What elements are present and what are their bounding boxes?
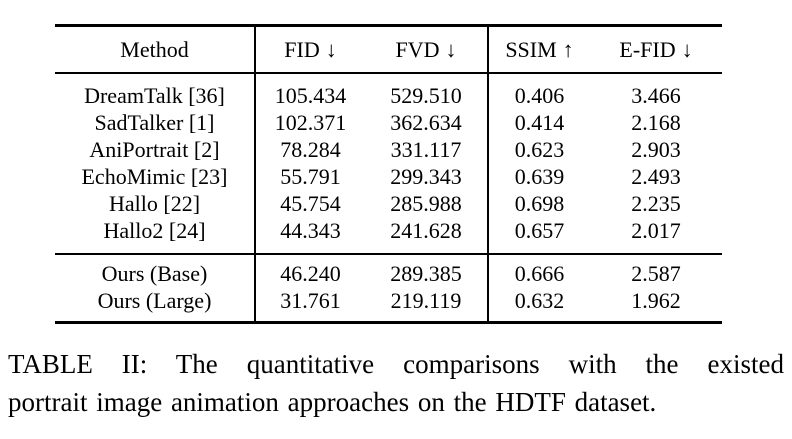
paper-table-figure: Method FID ↓ FVD ↓ SSIM ↑ E-FID ↓ DreamTalk … [0,24,792,439]
caption-line-1: TABLE II: The quantitative comparisons w… [8,349,784,379]
fvd-cell-best: 219.119 [365,287,489,323]
fvd-cell: 529.510 [365,73,489,109]
fid-cell: 105.434 [274,83,347,108]
column-header-ssim: SSIM ↑ [488,26,590,74]
method-cell: Hallo [22] [55,190,256,217]
row-hallo: Hallo [22] 45.754 285.988 0.698 2.235 [55,190,722,217]
up-arrow-icon: ↑ [562,37,574,62]
results-table: Method FID ↓ FVD ↓ SSIM ↑ E-FID ↓ DreamTalk … [55,24,722,324]
ssim-cell: 0.639 [514,164,565,189]
fid-cell: 44.343 [280,218,341,243]
column-label: E-FID [619,37,676,62]
efid-cell: 2.235 [631,191,681,216]
row-sadtalker: SadTalker [1] 102.371 362.634 0.414 2.16… [55,109,722,136]
ssim-cell: 0.623 [514,137,565,162]
row-echomimic: EchoMimic [23] 55.791 299.343 0.639 2.49… [55,163,722,190]
column-header-fvd: FVD ↓ [365,25,489,73]
fvd-cell: 331.117 [365,136,489,163]
row-ours-large: Ours (Large) 31.761 219.119 0.632 1.962 [55,287,722,323]
caption-line-2: portrait image animation approaches on t… [8,387,657,417]
ssim-cell: 0.657 [514,218,565,243]
ssim-cell: 0.406 [514,83,565,108]
column-header-method: Method [55,25,256,73]
fid-cell: 45.754 [280,191,341,216]
ssim-cell: 0.666 [514,261,565,286]
method-cell: Hallo2 [24] [55,217,256,254]
row-aniportrait: AniPortrait [2] 78.284 331.117 0.623 2.9… [55,136,722,163]
ssim-cell: 0.414 [514,110,565,135]
efid-cell: 2.903 [631,137,681,162]
ours-section: Ours (Base) 46.240 289.385 0.666 2.587 O… [55,254,722,323]
efid-cell: 2.493 [631,164,681,189]
column-label: SSIM [505,37,557,62]
row-ours-base: Ours (Base) 46.240 289.385 0.666 2.587 [55,254,722,287]
fvd-cell: 362.634 [365,109,489,136]
baselines-section: DreamTalk [36] 105.434 529.510 0.406 3.4… [55,73,722,254]
method-cell: EchoMimic [23] [55,163,256,190]
down-arrow-icon: ↓ [681,37,693,62]
efid-cell: 3.466 [631,83,681,108]
down-arrow-icon: ↓ [445,37,457,62]
header-row: Method FID ↓ FVD ↓ SSIM ↑ E-FID ↓ [55,25,722,74]
method-cell: Ours (Base) [55,254,256,287]
fid-cell: 46.240 [280,261,341,286]
efid-cell: 2.587 [631,261,681,286]
ssim-cell: 0.632 [514,288,565,313]
table-caption: TABLE II: The quantitative comparisons w… [8,345,784,421]
column-label: FVD [395,37,440,62]
method-cell: DreamTalk [36] [55,73,256,109]
column-label: FID [284,37,320,62]
fvd-cell: 285.988 [365,190,489,217]
row-dreamtalk: DreamTalk [36] 105.434 529.510 0.406 3.4… [55,73,722,109]
column-header-efid: E-FID ↓ [590,26,722,74]
fid-cell: 55.791 [280,164,341,189]
efid-cell: 2.017 [631,218,681,243]
method-cell: Ours (Large) [55,287,256,323]
method-cell: SadTalker [1] [55,109,256,136]
fid-cell: 78.284 [280,137,341,162]
fvd-cell: 299.343 [365,163,489,190]
column-label: Method [120,37,189,62]
down-arrow-icon: ↓ [325,37,337,62]
fvd-cell: 241.628 [365,217,489,254]
column-header-fid: FID ↓ [255,26,365,74]
fid-cell: 102.371 [274,110,347,135]
ssim-cell-best: 0.698 [514,191,565,216]
efid-cell: 2.168 [631,110,681,135]
method-cell: AniPortrait [2] [55,136,256,163]
fid-cell-best: 31.761 [280,288,341,313]
efid-cell-best: 1.962 [631,288,681,313]
fvd-cell: 289.385 [365,254,489,287]
table-header: Method FID ↓ FVD ↓ SSIM ↑ E-FID ↓ [55,25,722,74]
row-hallo2: Hallo2 [24] 44.343 241.628 0.657 2.017 [55,217,722,254]
